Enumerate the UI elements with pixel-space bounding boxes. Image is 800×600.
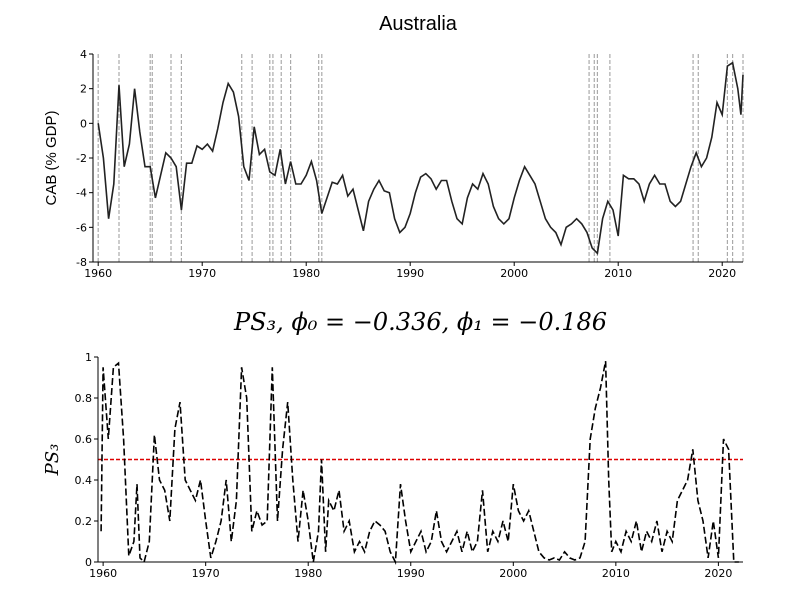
y-tick-label: -6 <box>76 221 87 234</box>
y-axis-label: CAB (% GDP) <box>43 110 60 205</box>
data-line <box>97 61 744 255</box>
x-tick-label: 1980 <box>294 567 322 580</box>
y-tick-label: -4 <box>76 187 87 200</box>
x-tick-label: 1970 <box>192 567 220 580</box>
x-tick-label: 1990 <box>397 567 425 580</box>
chart-title: PS₃, ϕ₀ = −0.336, ϕ₁ = −0.186 <box>233 308 607 336</box>
y-tick-label: 0 <box>80 117 87 130</box>
chart-title: Australia <box>379 13 458 35</box>
x-tick-label: 2010 <box>602 567 630 580</box>
y-tick-label: 0 <box>85 556 92 569</box>
y-axis-label: PS₃ <box>42 444 63 477</box>
x-tick-label: 1990 <box>396 267 424 280</box>
y-tick-label: 0.8 <box>75 392 93 405</box>
x-tick-label: 2000 <box>499 567 527 580</box>
y-tick-label: 0.4 <box>75 474 93 487</box>
y-tick-label: 2 <box>80 83 87 96</box>
x-tick-label: 2020 <box>704 567 732 580</box>
y-tick-label: 1 <box>85 351 92 364</box>
x-tick-label: 2000 <box>500 267 528 280</box>
x-tick-label: 2010 <box>604 267 632 280</box>
x-tick-label: 1960 <box>84 267 112 280</box>
y-tick-label: -2 <box>76 152 87 165</box>
x-tick-label: 1970 <box>188 267 216 280</box>
y-tick-label: 4 <box>80 48 87 61</box>
data-line <box>100 360 739 565</box>
x-tick-label: 1980 <box>292 267 320 280</box>
x-tick-label: 1960 <box>89 567 117 580</box>
y-tick-label: 0.2 <box>75 515 93 528</box>
y-tick-label: 0.6 <box>75 433 93 446</box>
x-tick-label: 2020 <box>708 267 736 280</box>
y-tick-label: -8 <box>76 256 87 269</box>
